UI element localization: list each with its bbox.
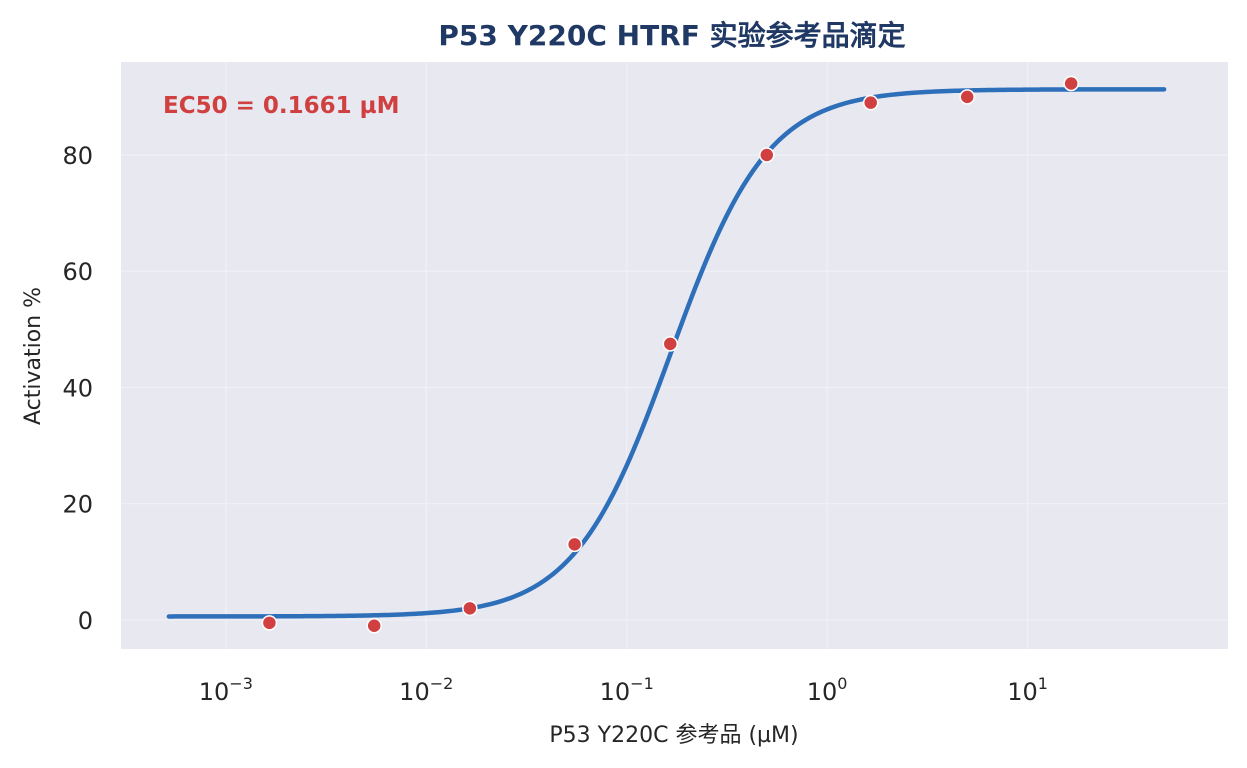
data-point <box>566 536 583 553</box>
data-point <box>662 336 679 352</box>
x-tick-label: 100 <box>807 674 848 706</box>
y-tick-label: 60 <box>62 258 93 286</box>
fit-curve-group <box>166 87 1167 619</box>
x-tick-label: 10−3 <box>199 674 253 706</box>
data-points-group <box>261 75 1079 634</box>
data-point <box>862 94 879 111</box>
x-tick-label: 10−2 <box>399 674 453 706</box>
data-point <box>462 600 478 617</box>
x-tick-labels: 10−3 10−2 10−1 100 101 <box>199 674 1048 706</box>
plot-area <box>121 62 1228 649</box>
chart-title: P53 Y220C HTRF 实验参考品滴定 <box>438 19 905 52</box>
x-axis-label: P53 Y220C 参考品 (µM) <box>549 723 798 748</box>
data-point <box>1063 75 1079 92</box>
x-tick-label: 10−1 <box>600 674 654 706</box>
y-tick-label: 0 <box>78 607 93 635</box>
grid-lines <box>121 62 1228 649</box>
y-axis-label: Activation % <box>21 287 46 425</box>
data-point <box>366 618 382 634</box>
y-tick-labels: 0 20 40 60 80 <box>62 142 93 635</box>
y-tick-label: 20 <box>62 491 93 519</box>
data-point <box>261 615 278 631</box>
fit-curve-line <box>166 87 1167 619</box>
data-point <box>759 147 775 163</box>
data-point <box>959 89 975 105</box>
y-tick-label: 40 <box>62 374 93 402</box>
y-tick-label: 80 <box>62 142 93 170</box>
x-tick-label: 101 <box>1007 674 1048 706</box>
ec50-annotation: EC50 = 0.1661 µM <box>163 93 399 119</box>
